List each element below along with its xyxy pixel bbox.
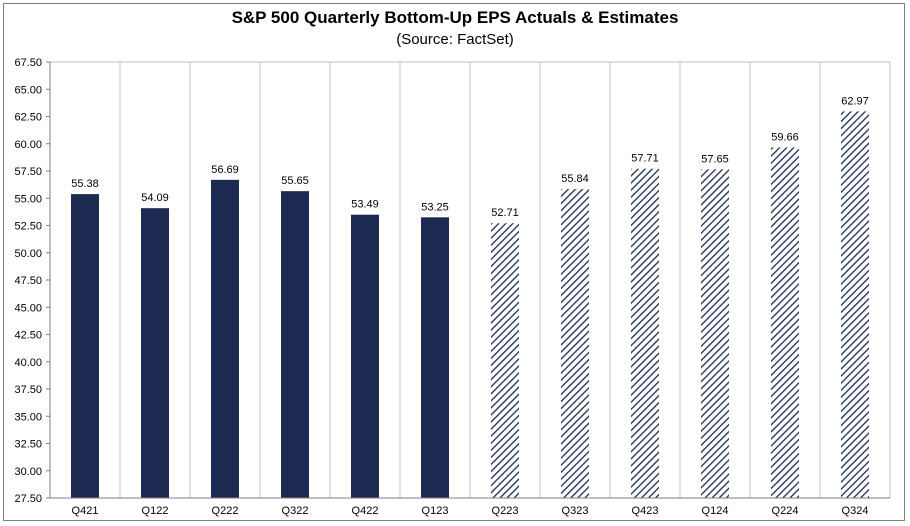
x-tick-label: Q124	[702, 505, 729, 517]
bar-q124	[701, 169, 729, 499]
y-tick-label: 60.00	[14, 139, 42, 151]
bar-q122	[141, 208, 169, 498]
y-tick-label: 42.50	[14, 330, 42, 342]
x-tick-label: Q122	[142, 505, 169, 517]
data-label: 53.49	[351, 199, 379, 211]
bar-q423	[631, 168, 659, 498]
data-label: 54.09	[141, 192, 169, 204]
y-tick-label: 47.50	[14, 275, 42, 287]
data-label: 57.71	[631, 153, 659, 165]
bar-q222	[211, 179, 239, 499]
x-tick-label: Q421	[72, 505, 99, 517]
x-tick-label: Q324	[842, 505, 869, 517]
y-tick-label: 52.50	[14, 221, 42, 233]
bar-q123	[421, 217, 449, 498]
y-tick-label: 32.50	[14, 439, 42, 451]
x-tick-label: Q224	[772, 505, 799, 517]
chart-subtitle: (Source: FactSet)	[396, 31, 514, 48]
y-tick-label: 27.50	[14, 493, 42, 505]
x-tick-label: Q322	[282, 505, 309, 517]
y-tick-label: 65.00	[14, 84, 42, 96]
x-tick-label: Q123	[422, 505, 449, 517]
y-tick-label: 37.50	[14, 384, 42, 396]
y-tick-label: 62.50	[14, 112, 42, 124]
x-tick-label: Q423	[632, 505, 659, 517]
bar-q322	[281, 191, 309, 499]
data-label: 59.66	[771, 131, 799, 143]
axes: 27.50 30.00 32.50 35.00 37.50 40.00 42.50 45.00…	[14, 57, 890, 517]
bar-q324	[841, 111, 869, 498]
data-label: 56.69	[211, 164, 239, 176]
y-tick-label: 40.00	[14, 357, 42, 369]
data-label: 55.84	[561, 173, 589, 185]
x-tick-label: Q323	[562, 505, 589, 517]
data-label: 55.65	[281, 175, 309, 187]
y-tick-label: 30.00	[14, 466, 42, 478]
x-tick-label: Q222	[212, 505, 239, 517]
y-tick-label: 57.50	[14, 166, 42, 178]
y-tick-label: 55.00	[14, 193, 42, 205]
data-label: 53.25	[421, 201, 449, 213]
bar-q323	[561, 189, 589, 498]
data-label: 55.38	[71, 178, 99, 190]
y-tick-label: 50.00	[14, 248, 42, 260]
grid-lines	[49, 61, 891, 498]
bar-q421	[71, 194, 99, 498]
data-label: 62.97	[841, 95, 869, 107]
bars	[71, 111, 869, 499]
bar-q223	[491, 223, 519, 498]
bar-q422	[351, 214, 379, 499]
y-tick-label: 67.50	[14, 57, 42, 69]
data-label: 57.65	[701, 153, 729, 165]
x-tick-label: Q223	[492, 505, 519, 517]
data-label: 52.71	[491, 207, 519, 219]
chart-title: S&P 500 Quarterly Bottom-Up EPS Actuals …	[231, 8, 679, 27]
y-tick-label: 35.00	[14, 411, 42, 423]
data-labels: 55.38 54.09 56.69 55.65 53.49 53.25 52.71 55.84…	[71, 95, 869, 219]
y-tick-label: 45.00	[14, 302, 42, 314]
bar-q224	[771, 147, 799, 498]
x-tick-label: Q422	[352, 505, 379, 517]
